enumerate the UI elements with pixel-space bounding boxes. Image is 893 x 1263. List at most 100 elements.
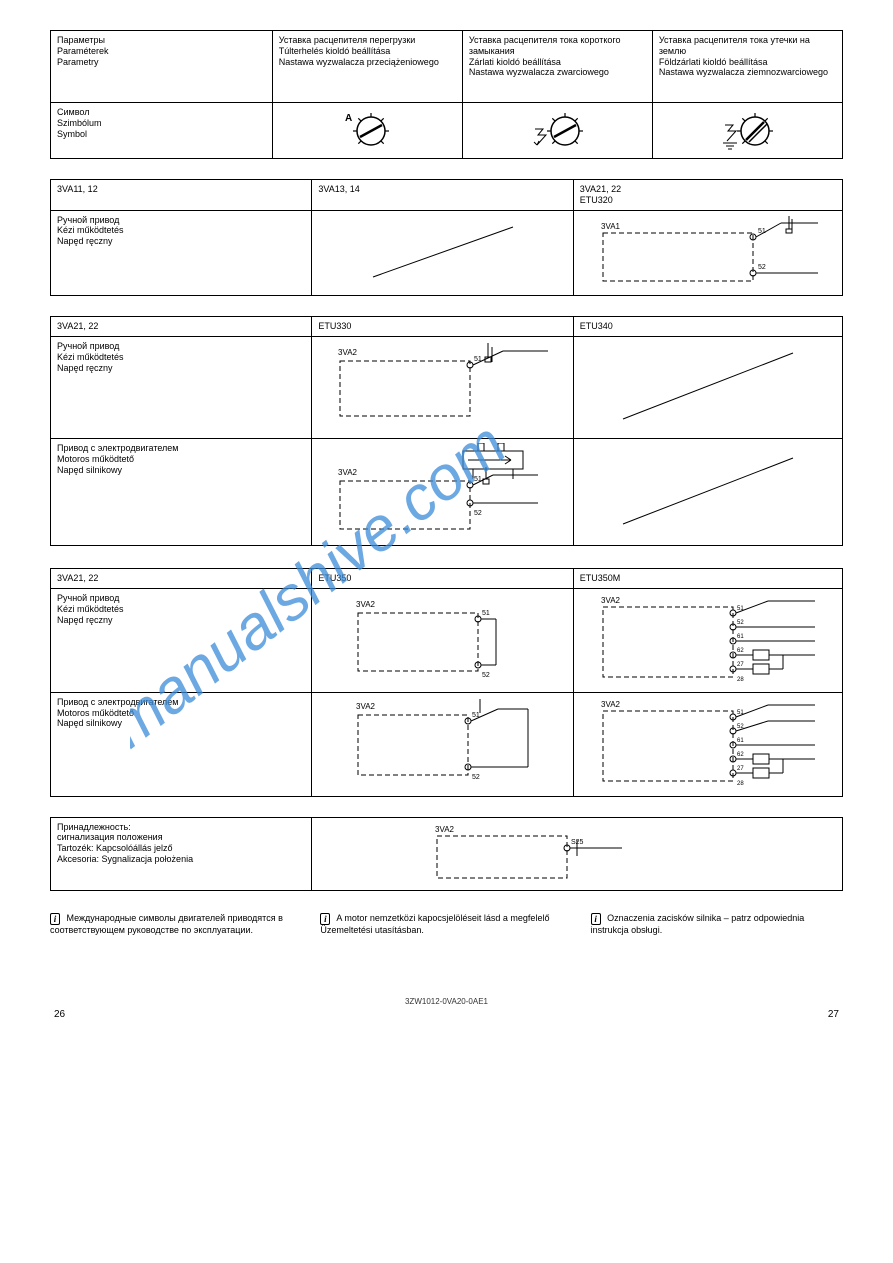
table-3va11-14: 3VA11, 12 3VA13, 14 3VA21, 22 ETU320 Руч… bbox=[50, 179, 843, 296]
t2-h3b: ETU320 bbox=[580, 195, 613, 205]
t4-r2-hu: Motoros működtető bbox=[57, 708, 305, 719]
info-pl: Oznaczenia zacisków silnika – patrz odpo… bbox=[591, 913, 805, 935]
t3-r1-diag-label: 3VA2 bbox=[338, 348, 358, 357]
table-3va21-etu330-340: 3VA21, 22 ETU330 ETU340 Ручной привод Ké… bbox=[50, 316, 843, 546]
t5-ru2: сигнализация положения bbox=[57, 832, 305, 843]
svg-text:52: 52 bbox=[482, 672, 490, 679]
t4-r1-diag1-label: 3VA2 bbox=[356, 600, 376, 609]
t3-h2: ETU330 bbox=[318, 321, 351, 331]
dial-shortcircuit-icon bbox=[527, 107, 587, 151]
t4-r1-ru: Ручной привод bbox=[57, 593, 305, 604]
t4-r1-pl: Napęd ręczny bbox=[57, 615, 305, 626]
t1-h2-pl: Nastawa wyzwalacza przeciążeniowego bbox=[279, 57, 456, 68]
svg-text:28: 28 bbox=[737, 677, 744, 683]
svg-text:51: 51 bbox=[758, 228, 766, 235]
t2-r1-ru: Ручной привод bbox=[57, 215, 305, 226]
t1-h4-ru: Уставка расцепителя тока утечки на землю bbox=[659, 35, 836, 57]
svg-text:51: 51 bbox=[482, 610, 490, 617]
svg-text:27: 27 bbox=[737, 766, 744, 772]
t2-h1: 3VA11, 12 bbox=[57, 184, 98, 194]
t3-r1-slash-icon bbox=[593, 341, 823, 431]
t1-h2-ru: Уставка расцепителя перегрузки bbox=[279, 35, 456, 46]
svg-text:52: 52 bbox=[472, 774, 480, 781]
dial-a-label: A bbox=[345, 113, 352, 124]
t2-diag-label: 3VA1 bbox=[601, 222, 621, 231]
t4-r1-diag2-icon: 3VA2 bbox=[593, 593, 823, 685]
t2-h2: 3VA13, 14 bbox=[318, 184, 359, 194]
svg-text:51: 51 bbox=[737, 606, 744, 612]
page-number-left: 26 bbox=[54, 1009, 65, 1020]
info-icon: i bbox=[591, 913, 601, 925]
t1-r2-ru: Символ bbox=[57, 107, 266, 118]
t4-h2: ETU350 bbox=[318, 573, 351, 583]
t5-hu: Tartozék: Kapcsolóállás jelző bbox=[57, 843, 305, 854]
t1-h3-hu: Zárlati kioldó beállítása bbox=[469, 57, 646, 68]
t5-pl: Akcesoria: Sygnalizacja położenia bbox=[57, 854, 305, 865]
t4-r2-pl: Napęd silnikowy bbox=[57, 718, 305, 729]
t4-h1: 3VA21, 22 bbox=[57, 573, 98, 583]
t1-h4-pl: Nastawa wyzwalacza ziemnozwarciowego bbox=[659, 67, 836, 78]
table-3va21-etu350: 3VA21, 22 ETU350 ETU350M Ручной привод K… bbox=[50, 568, 843, 797]
t1-r2-hu: Szimbólum bbox=[57, 118, 266, 129]
page-number-right: 27 bbox=[828, 1009, 839, 1020]
t4-h3: ETU350M bbox=[580, 573, 621, 583]
t1-h1-pl: Parametry bbox=[57, 57, 266, 68]
info-columns: i Международные символы двигателей приво… bbox=[50, 913, 843, 936]
t4-r2-diag1-label: 3VA2 bbox=[356, 702, 376, 711]
t3-r2-diag-icon: 3VA2 bbox=[328, 443, 558, 538]
t5-term: S25 bbox=[571, 839, 584, 846]
t3-r1-diag-icon: 3VA2 51 bbox=[328, 341, 558, 431]
t3-r2-diag-label: 3VA2 bbox=[338, 468, 358, 477]
t3-r2-pl: Napęd silnikowy bbox=[57, 465, 305, 476]
table-accessory: Принадлежность: сигнализация положения T… bbox=[50, 817, 843, 892]
t4-r1-diag1-icon: 3VA2 51 52 bbox=[328, 593, 558, 685]
t4-r2-diag1-icon: 3VA2 51 52 bbox=[328, 697, 558, 789]
t2-r1-pl: Napęd ręczny bbox=[57, 236, 305, 247]
svg-text:28: 28 bbox=[737, 781, 744, 787]
t3-h3: ETU340 bbox=[580, 321, 613, 331]
t4-r2-diag2-icon: 3VA2 bbox=[593, 697, 823, 789]
t3-r1-pl: Napęd ręczny bbox=[57, 363, 305, 374]
svg-text:52: 52 bbox=[737, 724, 744, 730]
t4-r2-diag2-label: 3VA2 bbox=[601, 700, 621, 709]
svg-text:52: 52 bbox=[474, 510, 482, 517]
t1-h1-ru: Параметры bbox=[57, 35, 266, 46]
svg-text:61: 61 bbox=[737, 634, 744, 640]
svg-text:62: 62 bbox=[737, 648, 744, 654]
t1-h4-hu: Földzárlati kioldó beállítása bbox=[659, 57, 836, 68]
t3-r1-ru: Ручной привод bbox=[57, 341, 305, 352]
svg-text:52: 52 bbox=[758, 264, 766, 271]
info-icon: i bbox=[320, 913, 330, 925]
t3-r2-slash-icon bbox=[593, 446, 823, 536]
dial-earthfault-icon bbox=[717, 107, 777, 151]
info-ru: Международные символы двигателей приводя… bbox=[50, 913, 283, 935]
t1-h1-hu: Paraméterek bbox=[57, 46, 266, 57]
svg-text:51: 51 bbox=[737, 710, 744, 716]
t3-h1: 3VA21, 22 bbox=[57, 321, 98, 331]
t3-r2-hu: Motoros működtető bbox=[57, 454, 305, 465]
t1-r2-pl: Symbol bbox=[57, 129, 266, 140]
t3-r2-ru: Привод с электродвигателем bbox=[57, 443, 305, 454]
doc-code: 3ZW1012-0VA20-0AE1 bbox=[50, 997, 843, 1006]
svg-text:52: 52 bbox=[737, 620, 744, 626]
svg-text:51: 51 bbox=[474, 356, 482, 363]
t2-diag-circuit-icon: 3VA1 51 52 bbox=[593, 215, 823, 289]
t5-ru1: Принадлежность: bbox=[57, 822, 305, 833]
svg-text:51: 51 bbox=[472, 712, 480, 719]
t2-r1-hu: Kézi működtetés bbox=[57, 225, 305, 236]
t4-r2-ru: Привод с электродвигателем bbox=[57, 697, 305, 708]
t1-h3-ru: Уставка расцепителя тока короткого замык… bbox=[469, 35, 646, 57]
t1-h3-pl: Nastawa wyzwalacza zwarciowego bbox=[469, 67, 646, 78]
t2-diag-slash-icon bbox=[343, 217, 543, 287]
svg-text:51: 51 bbox=[474, 476, 482, 483]
svg-text:27: 27 bbox=[737, 662, 744, 668]
t1-h2-hu: Túlterhelés kioldó beállítása bbox=[279, 46, 456, 57]
t2-h3a: 3VA21, 22 bbox=[580, 184, 621, 194]
svg-text:62: 62 bbox=[737, 752, 744, 758]
info-hu: A motor nemzetközi kapocsjelöléseit lásd… bbox=[320, 913, 549, 935]
t5-diag-label: 3VA2 bbox=[435, 825, 455, 834]
dial-overload-icon: A bbox=[337, 107, 397, 151]
svg-text:61: 61 bbox=[737, 738, 744, 744]
t3-r1-hu: Kézi működtetés bbox=[57, 352, 305, 363]
t4-r1-hu: Kézi működtetés bbox=[57, 604, 305, 615]
